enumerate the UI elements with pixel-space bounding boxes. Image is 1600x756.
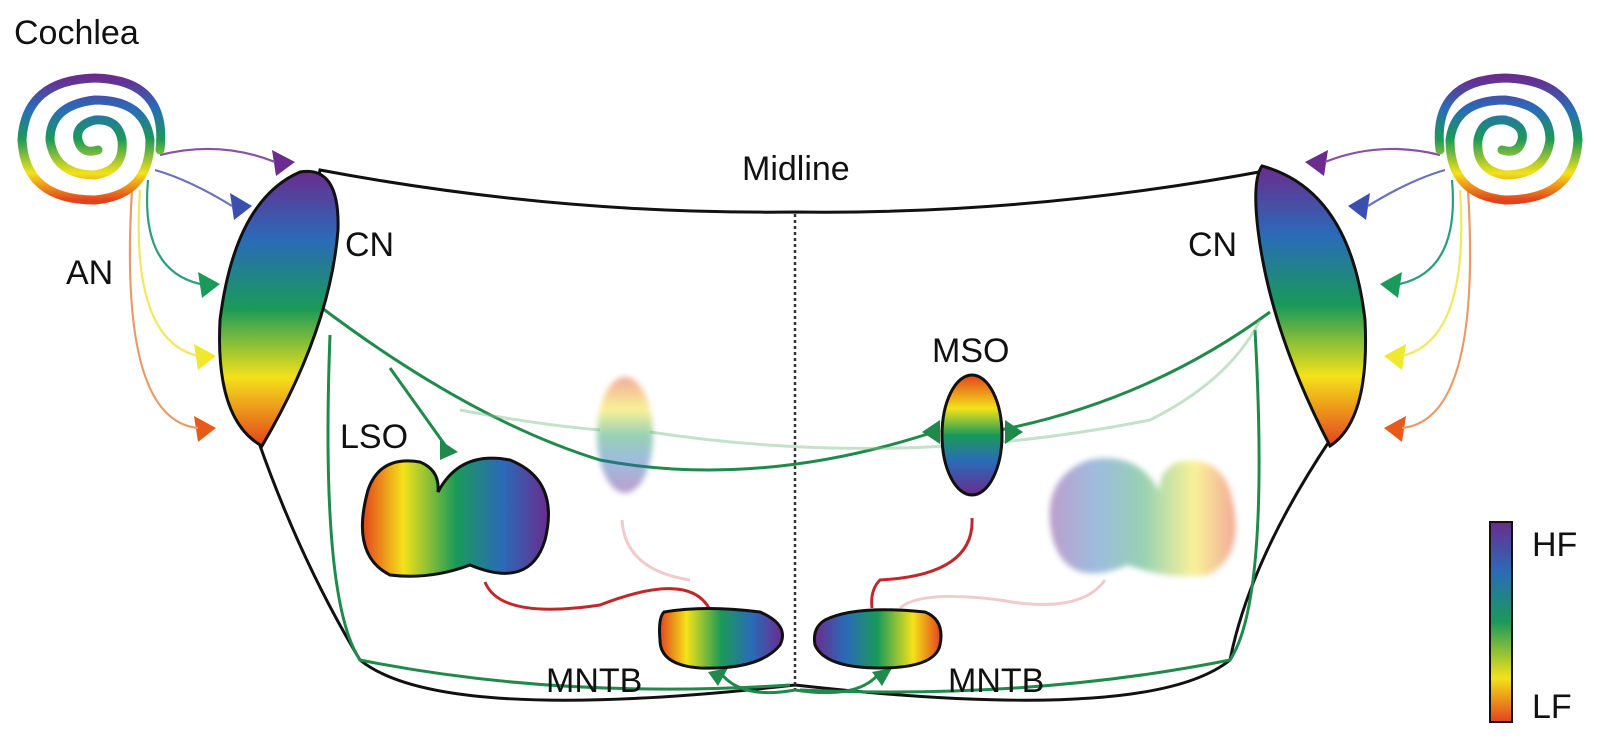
mntb-left-label: MNTB bbox=[546, 662, 642, 700]
cn-right-label: CN bbox=[1188, 226, 1237, 264]
an-label: AN bbox=[66, 254, 113, 292]
mntb-right bbox=[813, 608, 943, 670]
mso-label: MSO bbox=[932, 332, 1009, 370]
legend-high-label: HF bbox=[1532, 526, 1577, 564]
cochlea-left bbox=[17, 73, 166, 205]
midline-label: Midline bbox=[742, 150, 850, 188]
cn-right bbox=[1254, 164, 1368, 449]
lso-left bbox=[360, 456, 550, 578]
auditory-nerve-right bbox=[1324, 147, 1472, 430]
legend-low-label: LF bbox=[1532, 688, 1572, 726]
mntb-right-label: MNTB bbox=[948, 662, 1044, 700]
brainstem-outline bbox=[256, 168, 1332, 702]
mntb-left bbox=[658, 607, 784, 670]
inhibitory-pathway-faded bbox=[620, 519, 1107, 610]
mso-right bbox=[940, 373, 1004, 497]
inhibitory-pathway-left bbox=[483, 581, 712, 611]
lso-label: LSO bbox=[340, 418, 408, 456]
cn-left-label: CN bbox=[345, 226, 394, 264]
cn-left bbox=[218, 169, 340, 449]
inhibitory-pathway-right bbox=[870, 517, 974, 609]
cochlea-right bbox=[1434, 73, 1583, 205]
mso-left-faded bbox=[597, 377, 653, 493]
lso-right-faded bbox=[1049, 458, 1236, 577]
synapse-arrowheads bbox=[194, 150, 1406, 686]
cochlea-label: Cochlea bbox=[14, 14, 139, 52]
faded-pathways bbox=[459, 319, 1262, 450]
frequency-legend-bar bbox=[1489, 521, 1513, 723]
auditory-nerve-left bbox=[128, 147, 276, 430]
